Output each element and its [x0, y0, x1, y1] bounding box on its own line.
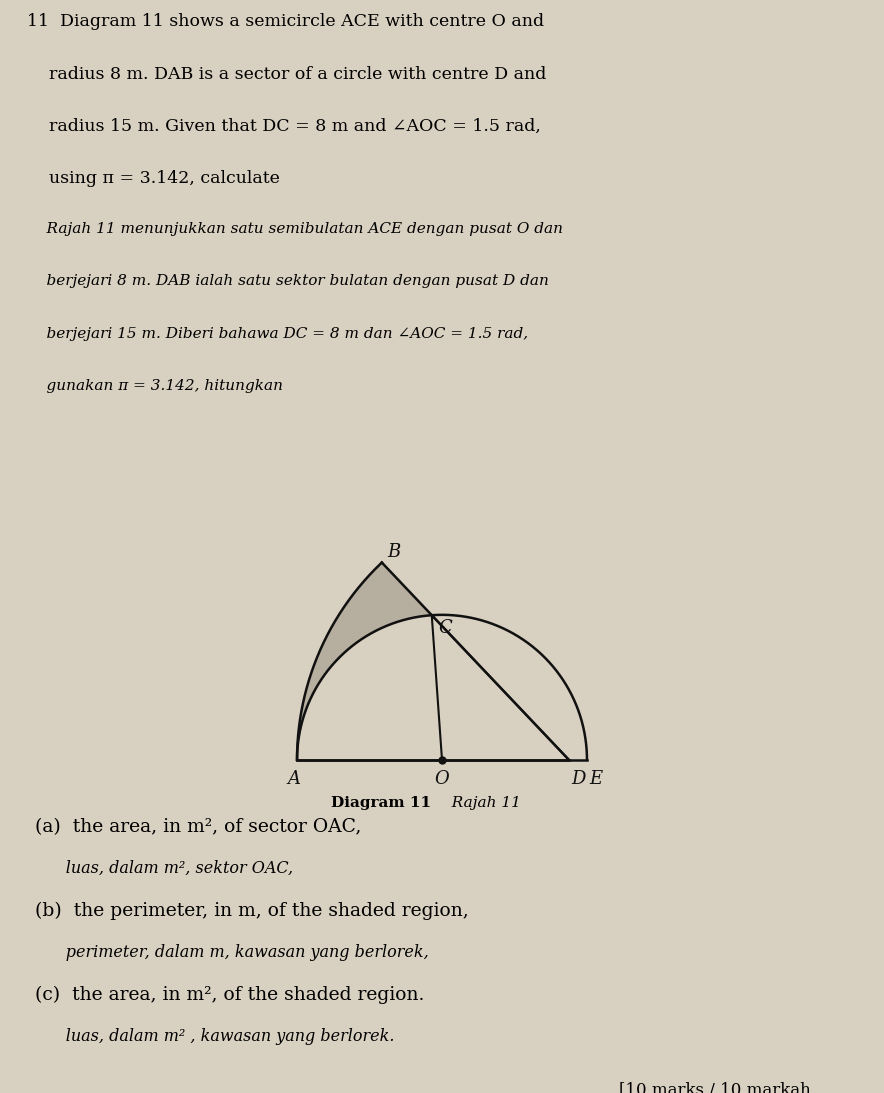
Text: perimeter, dalam m, kawasan yang berlorek,: perimeter, dalam m, kawasan yang berlore…: [35, 944, 429, 961]
Text: D: D: [572, 769, 586, 788]
Text: radius 15 m. Given that DC = 8 m and ∠AOC = 1.5 rad,: radius 15 m. Given that DC = 8 m and ∠AO…: [27, 118, 540, 134]
Text: O: O: [435, 769, 449, 788]
Text: A: A: [287, 769, 300, 788]
Text: 11  Diagram 11 shows a semicircle ACE with centre O and: 11 Diagram 11 shows a semicircle ACE wit…: [27, 13, 544, 31]
Text: Rajah 11 menunjukkan satu semibulatan ACE dengan pusat O dan: Rajah 11 menunjukkan satu semibulatan AC…: [27, 222, 562, 236]
Text: gunakan π = 3.142, hitungkan: gunakan π = 3.142, hitungkan: [27, 379, 283, 392]
Text: luas, dalam m², sektor OAC,: luas, dalam m², sektor OAC,: [35, 860, 293, 877]
Text: C: C: [438, 619, 452, 637]
Polygon shape: [297, 563, 431, 760]
Text: Diagram 11: Diagram 11: [332, 796, 442, 810]
Text: B: B: [387, 543, 400, 561]
Text: radius 8 m. DAB is a sector of a circle with centre D and: radius 8 m. DAB is a sector of a circle …: [27, 66, 546, 82]
Text: (a)  the area, in m², of sector OAC,: (a) the area, in m², of sector OAC,: [35, 818, 362, 836]
Text: Rajah 11: Rajah 11: [442, 796, 521, 810]
Text: using π = 3.142, calculate: using π = 3.142, calculate: [27, 171, 279, 187]
Text: berjejari 15 m. Diberi bahawa DC = 8 m dan ∠AOC = 1.5 rad,: berjejari 15 m. Diberi bahawa DC = 8 m d…: [27, 327, 528, 341]
Text: berjejari 8 m. DAB ialah satu sektor bulatan dengan pusat D dan: berjejari 8 m. DAB ialah satu sektor bul…: [27, 274, 548, 289]
Text: luas, dalam m² , kawasan yang berlorek.: luas, dalam m² , kawasan yang berlorek.: [35, 1027, 395, 1045]
Text: (b)  the perimeter, in m, of the shaded region,: (b) the perimeter, in m, of the shaded r…: [35, 902, 469, 920]
Text: E: E: [590, 769, 603, 788]
Text: [10 marks / 10 markah: [10 marks / 10 markah: [619, 1082, 811, 1093]
Text: (c)  the area, in m², of the shaded region.: (c) the area, in m², of the shaded regio…: [35, 986, 424, 1004]
